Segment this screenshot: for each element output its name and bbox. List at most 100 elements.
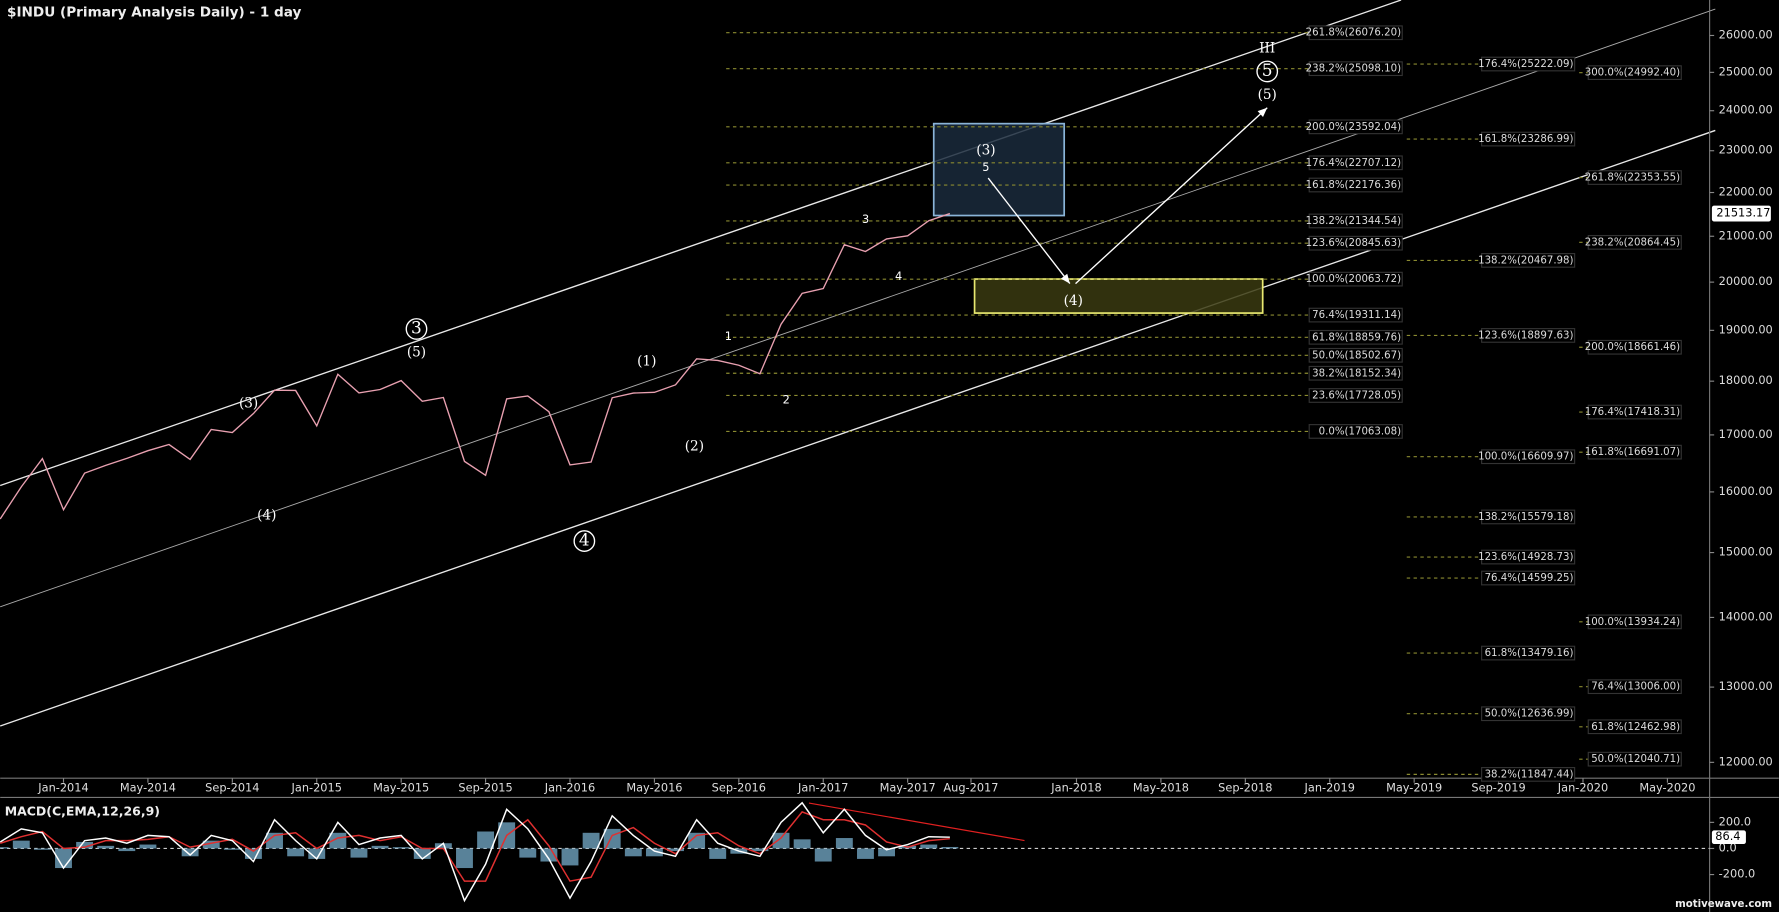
- x-tick-label: May-2017: [880, 780, 936, 794]
- histogram-bar: [329, 832, 347, 849]
- histogram-bar: [688, 832, 706, 849]
- y-tick-label: 19000.00: [1719, 322, 1773, 336]
- fib-label: 176.4%(22707.12): [1306, 158, 1401, 169]
- histogram-bar: [920, 844, 938, 849]
- fib-label-box: [1481, 253, 1576, 268]
- fib-label-box: [1587, 444, 1682, 460]
- fib-label: 238.2%(25098.10): [1306, 64, 1401, 75]
- fib-label-box: [1481, 328, 1576, 343]
- last-price: 21513.17: [1716, 206, 1770, 220]
- x-tick-label: Sep-2014: [205, 780, 259, 794]
- fib-label: 61.8%(12462.98): [1591, 722, 1680, 733]
- fib-label: 161.8%(16691.07): [1585, 447, 1680, 458]
- fib-label-box: [1308, 329, 1403, 345]
- fib-label-box: [1587, 234, 1682, 250]
- fib-label: 50.0%(12040.71): [1591, 754, 1680, 765]
- wave-label: III: [1259, 40, 1275, 56]
- x-tick-label: May-2019: [1386, 780, 1442, 794]
- fib-label-box: [1308, 119, 1403, 135]
- fib-label: 123.6%(14928.73): [1478, 552, 1573, 563]
- wave-label: 3: [411, 318, 422, 338]
- fib-label-box: [1587, 679, 1682, 695]
- fib-label: 138.2%(20467.98): [1478, 255, 1573, 266]
- wave-label: 4: [579, 531, 590, 551]
- y-tick-label: 24000.00: [1719, 103, 1773, 117]
- histogram-bar: [561, 848, 579, 866]
- histogram-bar: [350, 848, 368, 858]
- macd-line: [0, 801, 950, 903]
- y-tick-label: -200.0: [1719, 867, 1756, 881]
- histogram-bar: [645, 848, 663, 857]
- fib-label: 138.2%(15579.18): [1478, 512, 1573, 523]
- x-tick-label: Sep-2018: [1218, 780, 1272, 794]
- fib-label-box: [1481, 706, 1576, 722]
- panel-title: MACD(C,EMA,12,26,9): [5, 804, 160, 819]
- channel-line: [0, 8, 1716, 608]
- histogram-bar: [434, 843, 452, 849]
- fib-label: 76.4%(14599.25): [1485, 573, 1574, 584]
- histogram-bar: [266, 832, 283, 849]
- fib-label: 200.0%(23592.04): [1306, 122, 1401, 133]
- fib-label-box: [1308, 365, 1403, 381]
- histogram-bar: [97, 845, 115, 849]
- x-tick-label: Sep-2016: [712, 780, 766, 794]
- histogram-bar: [287, 848, 305, 857]
- fib-label: 38.2%(18152.34): [1312, 368, 1401, 379]
- fib-label-box: [1481, 509, 1576, 525]
- wave-label: 5: [982, 160, 989, 174]
- histogram-bar: [392, 847, 410, 849]
- price-line: [0, 212, 951, 520]
- histogram-bar: [12, 840, 30, 849]
- fib-label: 238.2%(20864.45): [1585, 237, 1680, 248]
- histogram-bar: [814, 848, 832, 862]
- arrow-head: [1257, 107, 1268, 118]
- x-tick-label: Jan-2014: [37, 780, 88, 794]
- fib-label-box: [1481, 645, 1576, 661]
- fib-label-box: [1481, 549, 1576, 565]
- histogram-bar: [582, 832, 600, 849]
- x-tick-label: Sep-2019: [1471, 780, 1525, 794]
- wave-label: (4): [1064, 293, 1083, 309]
- fib-label-box: [1587, 339, 1682, 355]
- fib-label: 50.0%(18502.67): [1312, 350, 1401, 361]
- histogram-bar: [33, 848, 51, 850]
- fib-label: 300.0%(24992.40): [1585, 68, 1680, 79]
- x-tick-label: May-2020: [1639, 780, 1695, 794]
- wave-label: (4): [257, 508, 276, 524]
- x-tick-label: Jan-2018: [1050, 780, 1101, 794]
- y-tick-label: 20000.00: [1719, 274, 1773, 288]
- y-tick-label: 15000.00: [1719, 545, 1773, 559]
- fib-label-box: [1481, 767, 1576, 782]
- fib-label-box: [1587, 751, 1682, 767]
- x-tick-label: Jan-2015: [291, 780, 342, 794]
- fib-label: 76.4%(19311.14): [1312, 310, 1401, 321]
- last-price-box: [1711, 205, 1771, 222]
- channel-line: [0, 129, 1716, 727]
- wave-label: (3): [239, 395, 258, 411]
- wave-label: (5): [1258, 87, 1277, 103]
- histogram-bar: [223, 848, 241, 850]
- histogram-bar: [0, 847, 9, 849]
- fib-label: 123.6%(18897.63): [1478, 330, 1573, 341]
- target-box: [973, 278, 1264, 314]
- fib-label-box: [1587, 404, 1682, 420]
- fib-label-box: [1308, 177, 1403, 193]
- wave-label: (2): [685, 438, 704, 454]
- y-tick-label: 13000.00: [1719, 679, 1773, 693]
- histogram-bar: [139, 844, 157, 849]
- fib-label-box: [1587, 170, 1682, 185]
- wave-label: 3: [862, 212, 869, 226]
- histogram-bar: [244, 848, 262, 859]
- projection-arrow: [1075, 107, 1268, 285]
- y-tick-label: 23000.00: [1719, 143, 1773, 157]
- fib-label: 138.2%(21344.54): [1306, 216, 1401, 227]
- fib-label: 123.6%(20845.63): [1306, 238, 1401, 249]
- fib-label-box: [1308, 347, 1403, 363]
- fib-label-box: [1308, 307, 1403, 323]
- fib-label: 176.4%(25222.09): [1478, 59, 1573, 70]
- histogram-bar: [667, 848, 684, 852]
- x-tick-label: Jan-2020: [1557, 780, 1608, 794]
- fib-label: 76.4%(13006.00): [1591, 682, 1680, 693]
- y-tick-label: 22000.00: [1719, 185, 1773, 199]
